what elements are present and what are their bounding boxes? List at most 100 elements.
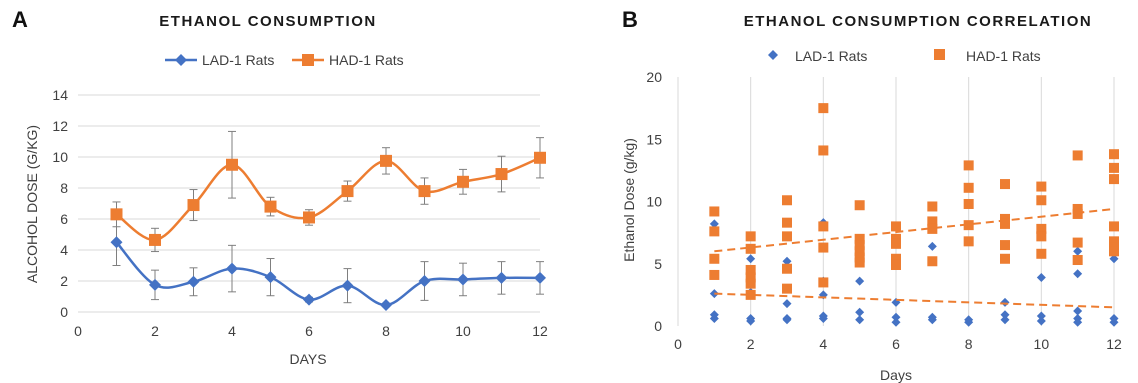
panel-b-had-point [818, 221, 829, 232]
panel-a-had-point [418, 185, 431, 198]
panel-a-lad-point [187, 275, 200, 288]
panel-b-x-tick-label: 10 [1034, 336, 1050, 352]
panel-a-y-tick-label: 10 [52, 149, 68, 165]
panel-a-title: ETHANOL CONSUMPTION [159, 13, 376, 30]
panel-b-x-tick-label: 12 [1106, 336, 1122, 352]
panel-a-y-axis-label: ALCOHOL DOSE (G/KG) [24, 125, 40, 283]
panel-a-y-tick-label: 14 [52, 87, 68, 103]
panel-b-title: ETHANOL CONSUMPTION CORRELATION [744, 13, 1092, 30]
panel-b-had-point [1109, 221, 1119, 232]
panel-b-had-point [1109, 246, 1119, 257]
panel-b-had-point [927, 223, 938, 234]
panel-b-lad-point [782, 315, 792, 325]
panel-a-had-point [187, 199, 200, 212]
panel-a-lad-point [380, 299, 392, 312]
panel-b-x-tick-label: 2 [747, 336, 755, 352]
panel-b-lad-point [891, 317, 901, 327]
panel-b-lad-point [855, 276, 865, 286]
panel-b-lad-point [1036, 272, 1046, 282]
panel-a-lad-point [110, 236, 123, 249]
panel-b-lad-point [1073, 317, 1083, 327]
panel-b-had-point [818, 242, 829, 253]
panel-b-legend-lad-label: LAD-1 Rats [795, 48, 867, 64]
panel-a-x-tick-label: 2 [151, 323, 159, 339]
panel-b-lad-point [782, 256, 792, 266]
panel-b-had-point [891, 221, 901, 232]
panel-a-x-tick-label: 0 [74, 323, 82, 339]
panel-b-had-point [963, 220, 974, 231]
panel-b-had-point [1036, 195, 1047, 206]
panel-b-had-point [1036, 181, 1047, 192]
panel-b-lad-point [1109, 254, 1119, 264]
panel-b-had-point [963, 182, 974, 193]
panel-b-y-tick-label: 15 [646, 131, 662, 147]
panel-a-lad-point [495, 271, 508, 284]
panel-b-had-point [1000, 179, 1010, 190]
panel-b-lad-point [1000, 297, 1010, 307]
panel-b-had-point [782, 217, 792, 228]
panel-a-lad-point [226, 262, 238, 275]
panel-b-letter: B [622, 7, 638, 32]
panel-b-lad-trendline [714, 292, 1115, 309]
panel-b-had-point [1072, 237, 1083, 248]
panel-b-lad-point [1036, 311, 1046, 321]
panel-b-had-point [745, 278, 756, 289]
panel-b-had-point [745, 231, 756, 242]
panel-b-lad-point [746, 316, 756, 326]
panel-a-had-point [226, 158, 238, 171]
panel-a-legend: LAD-1 Rats HAD-1 Rats [165, 52, 404, 68]
panel-b-had-point [1036, 223, 1047, 234]
panel-b-had-point [1000, 240, 1010, 251]
panel-a-x-tick-label: 6 [305, 323, 313, 339]
panel-a-had-point [149, 233, 161, 246]
panel-b-legend-lad-marker [768, 50, 778, 60]
panel-b-had-point [782, 231, 792, 242]
panel-a-lad-line [115, 241, 541, 307]
panel-b-lad-point [1000, 310, 1010, 320]
panel-b-lad-point [1109, 317, 1119, 327]
panel-b-had-point [745, 264, 756, 275]
panel-a-x-axis-label: DAYS [289, 351, 326, 367]
panel-a-y-tick-label: 2 [60, 273, 68, 289]
panel-b-lad-point [964, 317, 974, 327]
panel-b-legend-had-marker [934, 49, 945, 60]
panel-a-x-tick-label: 12 [532, 323, 548, 339]
panel-b-had-point [1036, 231, 1047, 242]
panel-b-legend-had-label: HAD-1 Rats [966, 48, 1041, 64]
panel-b-lad-point [855, 315, 865, 325]
panel-a-y-tick-label: 12 [52, 118, 68, 134]
panel-a-y-tick-label: 6 [60, 211, 68, 227]
panel-b-had-point [927, 201, 938, 212]
panel-b-y-axis-label: Ethanol Dose (g/kg) [621, 138, 637, 262]
panel-b-y-tick-label: 20 [646, 69, 662, 85]
panel-b-legend: LAD-1 Rats HAD-1 Rats [768, 48, 1041, 64]
panel-b-had-point [1072, 150, 1083, 161]
panel-a-lad-point [303, 293, 315, 306]
panel-b-had-point [1109, 149, 1119, 160]
panel-b-had-point [854, 240, 865, 251]
panel-b-had-point [891, 238, 901, 249]
panel-b-had-point [1000, 218, 1010, 229]
panel-b-lad-point [855, 307, 865, 317]
panel-b-had-point [782, 195, 792, 206]
panel-b-had-point [891, 259, 901, 270]
panel-a-y-tick-label: 4 [60, 242, 68, 258]
panel-b-had-point [963, 160, 974, 171]
panel-a-y-tick-label: 8 [60, 180, 68, 196]
panel-b-had-point [782, 283, 792, 294]
panel-b-y-tick-label: 0 [654, 318, 662, 334]
panel-b-lad-point [818, 314, 828, 324]
panel-a-x-tick-label: 8 [382, 323, 390, 339]
panel-a-had-point [303, 211, 315, 224]
panel-a-y-tick-label: 0 [60, 304, 68, 320]
panel-a-plot: 0 2 4 6 8 10 12 14 0 2 4 6 8 10 12 [52, 87, 548, 339]
panel-b-lad-point [927, 241, 937, 251]
panel-b-lad-point [1000, 315, 1010, 325]
panel-a-had-line [115, 156, 541, 242]
panel-b-had-point [745, 243, 756, 254]
panel-b-lad-point [782, 299, 792, 309]
panel-b-x-tick-label: 0 [674, 336, 682, 352]
panel-b-had-point [709, 269, 720, 280]
panel-a-had-point [341, 185, 354, 198]
panel-b-x-axis-label: Days [880, 367, 912, 383]
